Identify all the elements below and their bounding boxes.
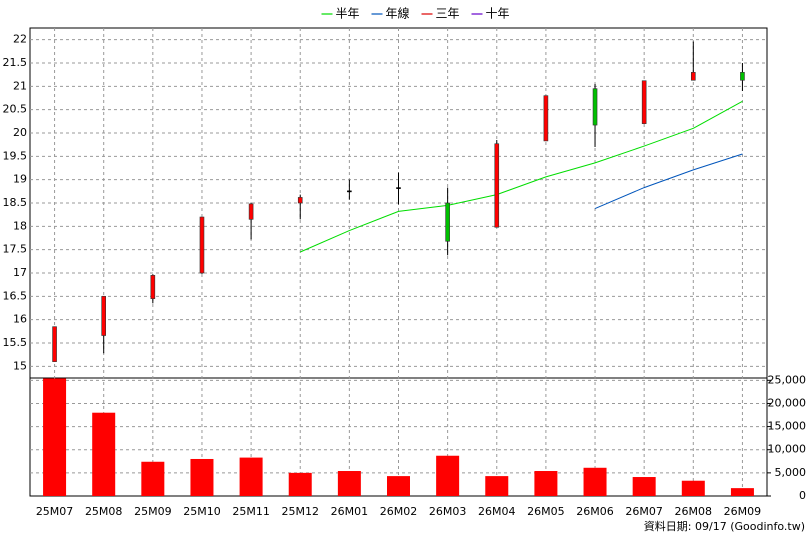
volume-bar — [288, 472, 312, 496]
y2-tick-label: 0 — [799, 489, 806, 502]
volume-bar — [436, 455, 460, 496]
candle-body — [101, 296, 106, 336]
volume-bar — [583, 467, 607, 496]
x-tick-label: 25M12 — [281, 505, 319, 518]
x-tick-label: 26M03 — [429, 505, 467, 518]
y-tick-label: 16 — [13, 313, 27, 326]
y2-tick-label: 25,000 — [768, 373, 807, 386]
candle-body — [543, 95, 549, 142]
y-tick-label: 21 — [13, 79, 27, 92]
y-tick-label: 17 — [13, 266, 27, 279]
volume-bar — [681, 480, 705, 496]
y-tick-label: 16.5 — [3, 289, 28, 302]
y-tick-label: 18 — [13, 219, 27, 232]
y2-tick-label: 10,000 — [768, 443, 807, 456]
legend-label: 半年 — [336, 7, 360, 21]
x-tick-label: 26M01 — [331, 505, 369, 518]
x-tick-label: 25M08 — [85, 505, 123, 518]
x-tick-label: 26M08 — [675, 505, 713, 518]
y-tick-label: 19 — [13, 173, 27, 186]
volume-bar — [485, 476, 509, 496]
x-tick-label: 26M09 — [724, 505, 762, 518]
y-tick-label: 15 — [13, 359, 27, 372]
y2-tick-label: 20,000 — [768, 396, 807, 409]
candle-body — [199, 216, 205, 274]
candle-body — [150, 275, 156, 299]
x-tick-label: 25M07 — [36, 505, 74, 518]
y-tick-label: 20 — [13, 126, 27, 139]
x-tick-label: 25M10 — [183, 505, 221, 518]
volume-bar — [190, 458, 214, 496]
x-tick-label: 26M06 — [576, 505, 614, 518]
volume-bar — [141, 461, 165, 496]
y-tick-label: 15.5 — [3, 336, 28, 349]
volume-bar — [632, 477, 656, 496]
candle-body — [690, 72, 696, 81]
candle-body — [641, 80, 647, 124]
legend-label: 年線 — [386, 6, 410, 21]
y-tick-label: 18.5 — [3, 196, 28, 209]
y-tick-label: 21.5 — [3, 56, 28, 69]
candle-body — [494, 143, 500, 228]
ma-line — [594, 153, 743, 210]
candle-body — [396, 187, 401, 189]
volume-bar — [337, 471, 361, 496]
candle-body — [445, 202, 450, 242]
candle-body — [297, 197, 303, 204]
x-tick-label: 26M04 — [478, 505, 516, 518]
x-tick-label: 25M11 — [232, 505, 270, 518]
y-tick-label: 19.5 — [3, 149, 28, 162]
footer: 資料日期: 09/17 (Goodinfo.tw) — [644, 519, 805, 533]
volume-bar — [534, 471, 558, 496]
candle-body — [740, 72, 745, 81]
volume-bar — [43, 378, 67, 496]
candle-body — [347, 190, 352, 193]
x-tick-label: 25M09 — [134, 505, 172, 518]
volume-bar — [239, 457, 263, 496]
volume-bar — [730, 488, 754, 496]
legend-label: 十年 — [486, 7, 510, 21]
candle-body — [52, 326, 57, 362]
legend-label: 三年 — [436, 7, 460, 21]
y-tick-label: 22 — [13, 33, 27, 46]
candle-body — [592, 88, 598, 126]
ma-line — [300, 100, 743, 253]
volume-bar — [387, 476, 410, 496]
x-tick-label: 26M05 — [527, 505, 565, 518]
y2-tick-label: 5,000 — [775, 466, 807, 479]
x-tick-label: 26M02 — [380, 505, 418, 518]
y2-tick-label: 15,000 — [768, 420, 807, 433]
y-tick-label: 17.5 — [3, 243, 28, 256]
y-tick-label: 20.5 — [3, 103, 28, 116]
x-tick-label: 26M07 — [625, 505, 663, 518]
volume-bar — [92, 412, 116, 496]
candle-body — [248, 203, 254, 220]
